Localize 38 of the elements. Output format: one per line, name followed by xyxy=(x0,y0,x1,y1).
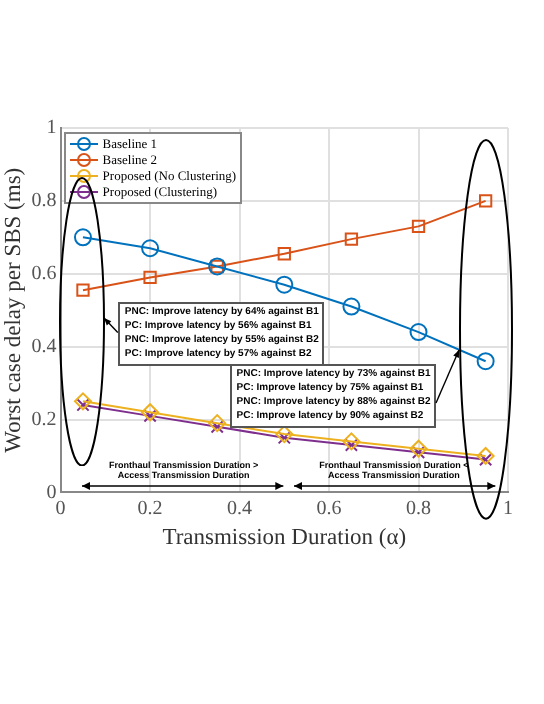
point xyxy=(143,409,157,423)
point xyxy=(342,297,361,316)
y-tick-label: 0.2 xyxy=(31,408,57,431)
point xyxy=(73,392,92,411)
point xyxy=(141,403,160,422)
x-tick-label: 1 xyxy=(503,497,513,520)
y-tick-label: 0.4 xyxy=(31,335,57,358)
x-tick-label: 0.8 xyxy=(406,497,432,520)
point xyxy=(73,228,92,247)
point xyxy=(141,239,160,258)
point xyxy=(76,398,90,412)
point xyxy=(277,247,291,261)
point xyxy=(143,270,157,285)
y-tick-label: 0.8 xyxy=(31,190,57,213)
y-tick-label: 1 xyxy=(46,117,57,140)
point xyxy=(478,194,493,208)
x-axis-title: Transmission Duration (α) xyxy=(162,526,407,551)
point xyxy=(478,452,493,467)
point xyxy=(275,275,294,294)
point xyxy=(411,445,426,459)
x-tick-label: 0.2 xyxy=(137,497,163,520)
y-tick-label: 0.6 xyxy=(31,263,57,286)
point xyxy=(409,323,428,342)
y-axis-title: Worst case delay per SBS (ms) xyxy=(1,167,26,453)
point xyxy=(476,352,495,371)
point xyxy=(344,438,359,452)
point xyxy=(344,232,359,246)
x-tick-label: 0.6 xyxy=(316,497,342,520)
point xyxy=(342,432,361,451)
x-tick-label: 0.4 xyxy=(227,497,253,520)
point xyxy=(409,439,428,458)
y-tick-label: 0 xyxy=(46,481,57,504)
point xyxy=(476,446,495,465)
point xyxy=(76,283,90,297)
point xyxy=(210,420,224,434)
point xyxy=(411,219,426,234)
point xyxy=(208,414,227,433)
point xyxy=(277,431,291,445)
